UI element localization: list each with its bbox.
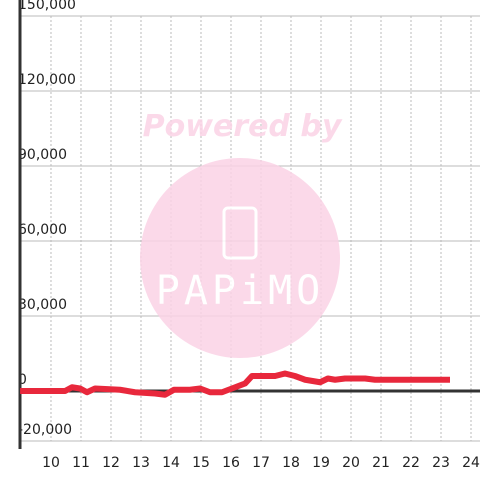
plot: -20,000 0 30,000 60,000 90,000 120,000 150,000…	[18, 0, 480, 471]
x-tick-label: 11	[72, 455, 90, 471]
x-tick-label: 17	[252, 455, 270, 471]
x-tick-label: 14	[162, 455, 180, 471]
x-tick-label: 24	[462, 455, 480, 471]
y-tick-label: 120,000	[18, 72, 76, 88]
x-tick-label: 12	[102, 455, 120, 471]
y-tick-label: 60,000	[18, 222, 67, 238]
y-tick-label: 30,000	[18, 297, 67, 313]
x-tick-label: 19	[312, 455, 330, 471]
x-tick-label: 10	[42, 455, 60, 471]
x-tick-label: 22	[402, 455, 420, 471]
x-tick-label: 23	[432, 455, 450, 471]
y-tick-label: -20,000	[18, 422, 72, 438]
line-series	[20, 370, 450, 398]
y-tick-label: 0	[18, 372, 27, 388]
watermark-title: Powered by	[143, 109, 343, 144]
watermark-phone	[222, 206, 258, 260]
x-tick-label: 21	[372, 455, 390, 471]
watermark-logo: PAPiMO	[156, 268, 325, 314]
y-tick-label: 90,000	[18, 147, 67, 163]
watermark: Powered by PAPiMO	[140, 109, 343, 358]
x-tick-label: 15	[192, 455, 210, 471]
y-tick-label: 150,000	[18, 0, 76, 13]
x-tick-label: 20	[342, 455, 360, 471]
x-tick-label: 13	[132, 455, 150, 471]
x-tick-label: 18	[282, 455, 300, 471]
x-tick-label: 16	[222, 455, 240, 471]
